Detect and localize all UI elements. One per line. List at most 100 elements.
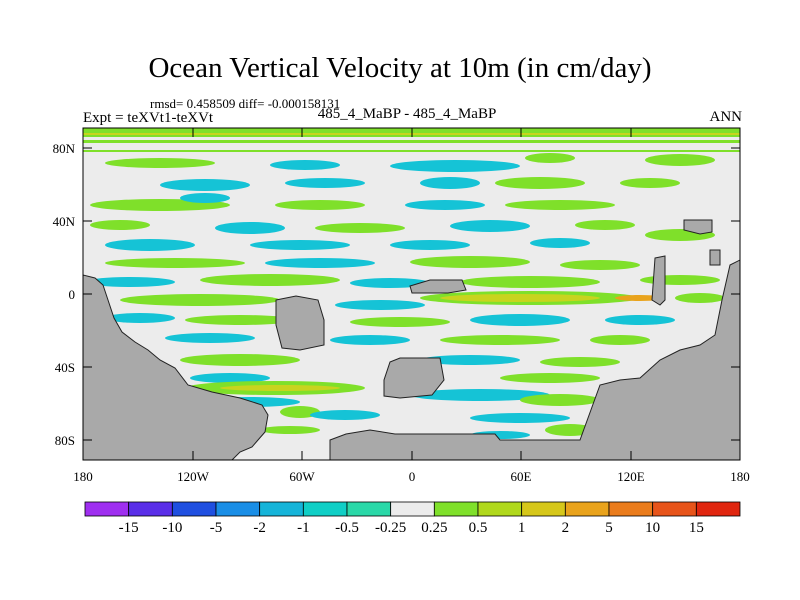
field-blob bbox=[575, 220, 635, 230]
colorbar-swatch bbox=[215, 501, 261, 517]
field-blob bbox=[335, 300, 425, 310]
field-blob bbox=[405, 200, 485, 210]
field-blob bbox=[310, 410, 380, 420]
field-blob bbox=[105, 313, 175, 323]
field-blob bbox=[165, 333, 255, 343]
land-antarctica bbox=[329, 259, 740, 460]
field-blob bbox=[420, 355, 520, 365]
stats-line: rmsd= 0.458509 diff= -0.000158131 bbox=[150, 96, 341, 111]
field-blob bbox=[350, 317, 450, 327]
lat-label: 80S bbox=[55, 433, 75, 448]
field-blob bbox=[540, 357, 620, 367]
lon-label: 60E bbox=[511, 469, 532, 484]
lat-label: 40S bbox=[55, 360, 75, 375]
lat-label: 0 bbox=[69, 287, 76, 302]
colorbar-label: 1 bbox=[518, 520, 526, 536]
lon-label: 120W bbox=[177, 469, 210, 484]
field-blob bbox=[500, 373, 600, 383]
lon-label: 60W bbox=[289, 469, 315, 484]
field-blob bbox=[390, 240, 470, 250]
colorbar-label: 15 bbox=[689, 520, 704, 536]
field-blob bbox=[120, 294, 280, 306]
field-blob bbox=[410, 256, 530, 268]
field-blob bbox=[590, 335, 650, 345]
lon-label: 180 bbox=[73, 469, 93, 484]
field-blob bbox=[285, 178, 365, 188]
field-blob bbox=[530, 238, 590, 248]
colorbar: -15 -10 -5 -2 -1 -0.5 -0.25 0.25 0.5 1 2 5 10 15 bbox=[84, 501, 741, 536]
field-blob bbox=[460, 276, 600, 288]
colorbar-swatch bbox=[84, 501, 130, 517]
field-blob bbox=[525, 153, 575, 163]
lon-axis: 180 120W 60W 0 60E 120E 180 bbox=[73, 128, 750, 484]
colorbar-label: -0.5 bbox=[335, 520, 359, 536]
colorbar-label: 5 bbox=[605, 520, 613, 536]
field-blob bbox=[315, 223, 405, 233]
field-blob bbox=[265, 258, 375, 268]
colorbar-swatch bbox=[608, 501, 654, 517]
field-blob bbox=[470, 413, 570, 423]
field-blob bbox=[185, 315, 295, 325]
field-blob bbox=[495, 177, 585, 189]
field-blob bbox=[215, 222, 285, 234]
field-band bbox=[83, 150, 740, 152]
land-ne-box bbox=[683, 219, 713, 235]
land-africa-block bbox=[275, 295, 325, 351]
colorbar-swatch bbox=[652, 501, 697, 517]
field-blob bbox=[90, 220, 150, 230]
field-blob bbox=[450, 220, 530, 232]
colorbar-label: 0.5 bbox=[469, 520, 488, 536]
colorbar-label: -10 bbox=[162, 520, 182, 536]
field-blob bbox=[190, 373, 270, 383]
lat-label: 40N bbox=[53, 214, 76, 229]
colorbar-swatch bbox=[259, 501, 304, 517]
field-blob bbox=[105, 239, 195, 251]
land-east-island bbox=[651, 255, 666, 306]
field-blob bbox=[410, 389, 550, 401]
lon-label: 180 bbox=[730, 469, 750, 484]
field-blob bbox=[200, 274, 340, 286]
colorbar-label: -2 bbox=[253, 520, 266, 536]
lon-label: 0 bbox=[409, 469, 416, 484]
colorbar-swatch bbox=[128, 501, 173, 517]
field-blob bbox=[640, 275, 720, 285]
colorbar-swatch bbox=[564, 501, 610, 517]
field-blob bbox=[180, 193, 230, 203]
field-blob bbox=[275, 200, 365, 210]
case-diff-label: 485_4_MaBP - 485_4_MaBP bbox=[317, 106, 497, 122]
field-blob bbox=[85, 277, 175, 287]
field-blob bbox=[605, 315, 675, 325]
field-blob bbox=[105, 158, 215, 168]
colorbar-label: -0.25 bbox=[375, 520, 406, 536]
field-blob bbox=[505, 200, 615, 210]
land-mask bbox=[83, 219, 740, 460]
colorbar-swatch bbox=[477, 501, 523, 517]
colorbar-label: -1 bbox=[297, 520, 310, 536]
field-blob bbox=[270, 160, 340, 170]
season-label: ANN bbox=[709, 109, 743, 125]
colorbar-swatch bbox=[521, 501, 566, 517]
field-blob bbox=[390, 160, 520, 172]
map-title: Ocean Vertical Velocity at 10m (in cm/da… bbox=[148, 52, 652, 84]
colorbar-swatch bbox=[171, 501, 217, 517]
colorbar-label: -5 bbox=[210, 520, 223, 536]
lat-label: 80N bbox=[53, 141, 76, 156]
field-blob bbox=[180, 354, 300, 366]
field-blob bbox=[440, 335, 560, 345]
field-blob bbox=[675, 293, 725, 303]
southern-bands bbox=[180, 354, 620, 439]
field-blob bbox=[105, 258, 245, 268]
field-blob bbox=[620, 178, 680, 188]
land-south-america-west bbox=[83, 274, 269, 460]
map-field bbox=[83, 128, 740, 460]
colorbar-label: 2 bbox=[562, 520, 570, 536]
field-blob bbox=[220, 385, 340, 391]
colorbar-label: -15 bbox=[119, 520, 139, 536]
field-blob bbox=[330, 335, 410, 345]
field-blob bbox=[470, 314, 570, 326]
colorbar-swatch bbox=[346, 501, 392, 517]
lon-label: 120E bbox=[617, 469, 645, 484]
field-band bbox=[83, 140, 740, 143]
land-mid-block bbox=[383, 357, 445, 399]
